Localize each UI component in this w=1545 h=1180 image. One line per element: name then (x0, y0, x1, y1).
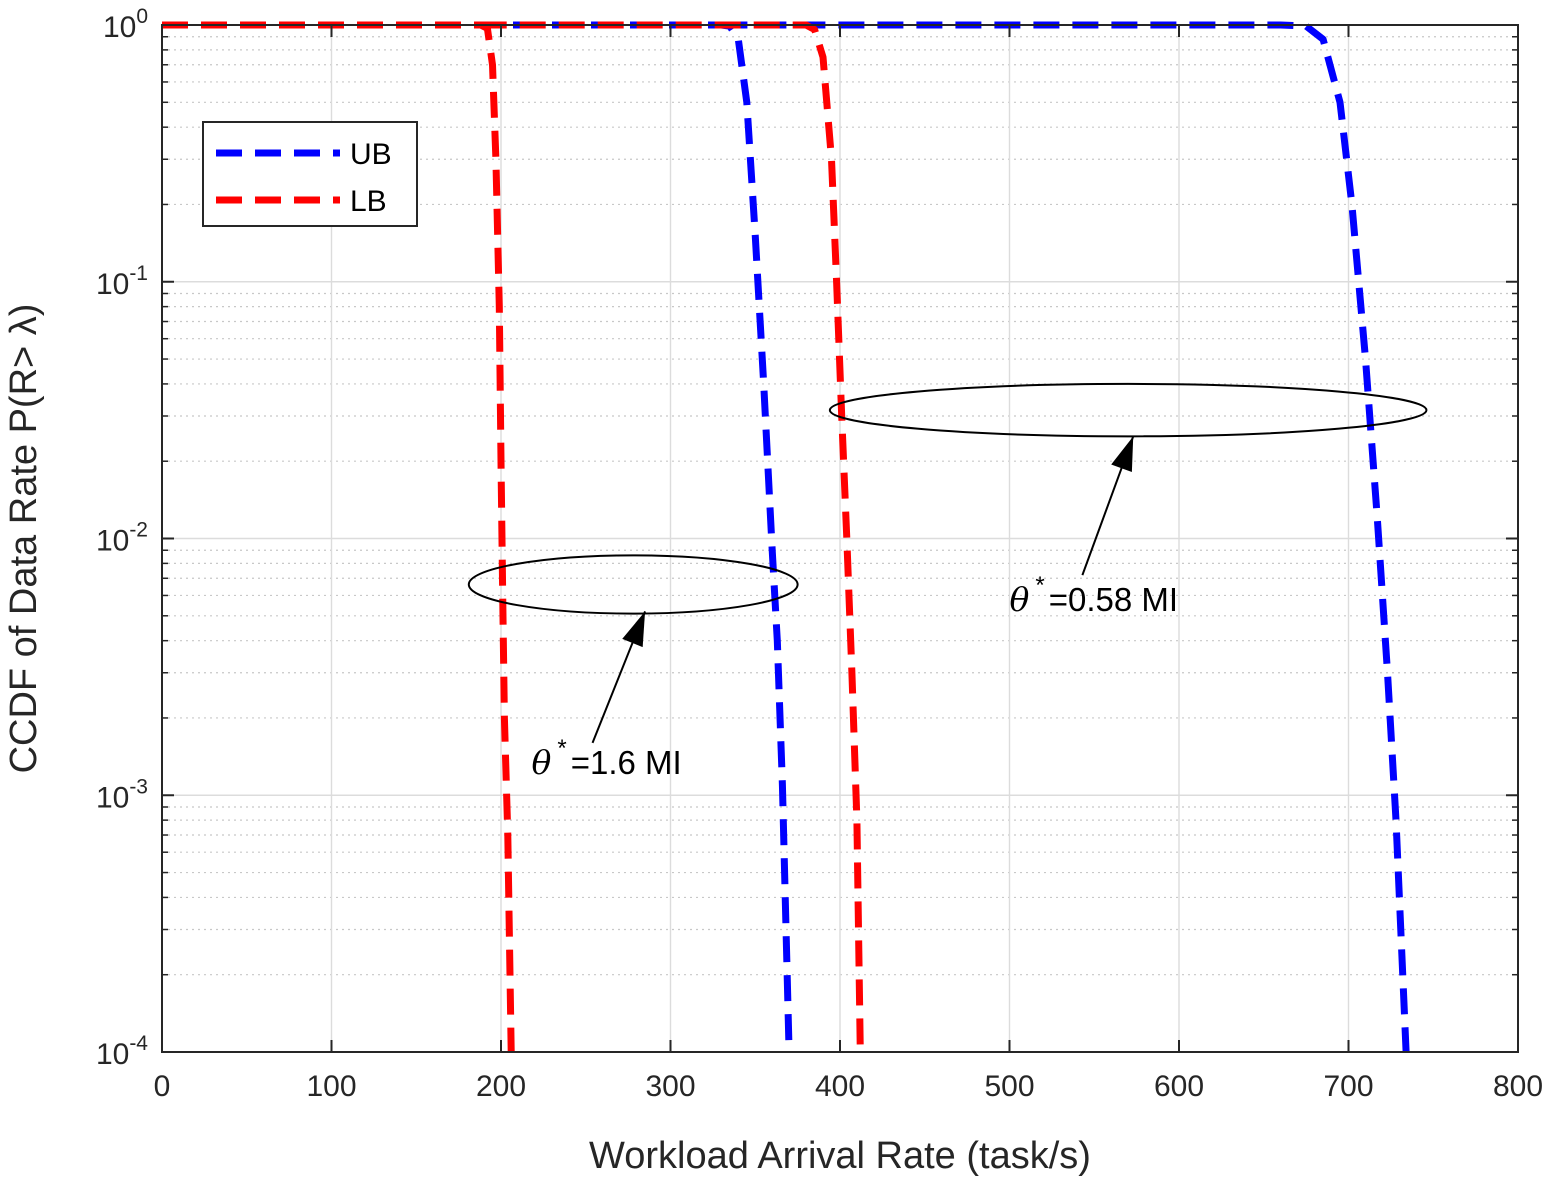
annotation-value: =0.58 MI (1049, 581, 1178, 618)
theta-superscript: * (557, 735, 566, 762)
x-tick-label: 800 (1493, 1070, 1543, 1103)
y-tick-label: 10-2 (96, 519, 148, 558)
annotation-ellipse (467, 554, 799, 615)
x-tick-label: 300 (645, 1070, 695, 1103)
y-tick-label: 10-4 (96, 1032, 148, 1071)
theta-symbol: θ (1010, 580, 1030, 619)
x-tick-label: 100 (306, 1070, 356, 1103)
x-tick-label: 500 (984, 1070, 1034, 1103)
annotation-arrow-head (622, 611, 646, 648)
y-tick-exponent: -4 (129, 1032, 148, 1055)
y-tick-base: 10 (96, 1038, 129, 1071)
y-tick-base: 10 (103, 11, 136, 44)
x-tick-label: 200 (476, 1070, 526, 1103)
y-tick-base: 10 (96, 525, 129, 558)
y-tick-label: 10-1 (96, 262, 148, 301)
x-axis-title: Workload Arrival Rate (task/s) (589, 1135, 1091, 1177)
y-tick-exponent: -3 (129, 775, 148, 798)
legend-label-ub: UB (350, 138, 392, 171)
x-tick-label: 0 (154, 1070, 171, 1103)
y-tick-base: 10 (96, 268, 129, 301)
tick-layer: 0 100 200 300 400 500 600 700 80010-410-310-210-… (96, 5, 1543, 1103)
legend-box (202, 121, 418, 227)
y-tick-exponent: -2 (129, 519, 148, 542)
y-tick-base: 10 (96, 781, 129, 814)
y-tick-exponent: 0 (136, 5, 148, 28)
y-tick-label: 100 (103, 5, 148, 44)
y-tick-exponent: -1 (129, 262, 148, 285)
annotation-label: θ * =1.6 MI (532, 735, 682, 782)
legend: UB LB (202, 121, 418, 227)
series-line-ub-2 (721, 21, 1410, 1053)
theta-symbol: θ (532, 743, 552, 782)
annotation-value: =1.6 MI (571, 744, 682, 781)
legend-label-lb: LB (350, 185, 387, 218)
series-line-lb-2 (480, 21, 864, 1053)
y-tick-label: 10-3 (96, 775, 148, 814)
x-tick-label: 400 (815, 1070, 865, 1103)
y-axis-title: CCDF of Data Rate P(R> λ) (3, 304, 45, 774)
x-tick-label: 600 (1154, 1070, 1204, 1103)
theta-superscript: * (1035, 572, 1044, 599)
annotation-label: θ * =0.58 MI (1010, 572, 1179, 619)
x-tick-label: 700 (1323, 1070, 1373, 1103)
annotation-ellipse (828, 382, 1428, 438)
annotation-arrow-head (1111, 436, 1134, 473)
annotation-layer: θ * =1.6 MIθ * =0.58 MI (467, 382, 1428, 782)
